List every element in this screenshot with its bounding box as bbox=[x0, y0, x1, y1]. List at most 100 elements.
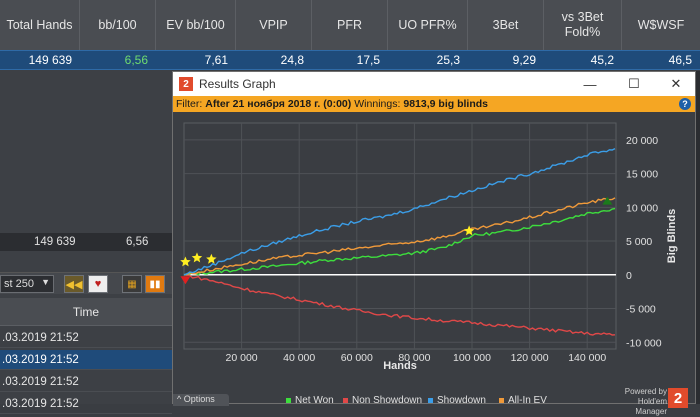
winnings-label: Winnings: bbox=[354, 98, 401, 110]
grid-view-button[interactable]: ▦ bbox=[122, 275, 142, 293]
col-bb100[interactable]: bb/100 bbox=[80, 0, 156, 50]
graph-footer: ^ Options Net Won Non Showdown Showdown … bbox=[173, 387, 695, 416]
session-row-selected[interactable]: .03.2019 21:52 bbox=[0, 350, 172, 370]
totals-hands: 149 639 bbox=[34, 236, 76, 248]
session-row[interactable]: .03.2019 21:52 bbox=[0, 328, 172, 348]
cell-bb100: 6,56 bbox=[124, 53, 148, 67]
col-ev-bb100[interactable]: EV bb/100 bbox=[156, 0, 236, 50]
maximize-icon: ☐ bbox=[628, 76, 640, 91]
chevron-down-icon: ▼ bbox=[41, 277, 50, 287]
maximize-button[interactable]: ☐ bbox=[619, 74, 649, 94]
close-button[interactable]: ✕ bbox=[661, 74, 691, 94]
cell-vs-3bet-fold: 45,2 bbox=[590, 53, 614, 67]
brand-name: Hold'em Manager bbox=[635, 397, 667, 416]
star-marker bbox=[463, 225, 475, 236]
y-axis-label: Big Blinds bbox=[666, 209, 678, 263]
x-axis-label: Hands bbox=[383, 360, 417, 372]
results-graph-window: 2 Results Graph — ☐ ✕ Filter: After 21 н… bbox=[172, 71, 696, 416]
col-wswsf[interactable]: W$WSF bbox=[637, 17, 685, 32]
filter-label: Filter: bbox=[176, 98, 203, 110]
series-line-showdown bbox=[183, 147, 616, 276]
results-chart: 20 000 40 000 60 000 80 000 100 000 120 000 14… bbox=[180, 122, 678, 372]
y-tick-label: 10 000 bbox=[626, 202, 658, 214]
legend-showdown[interactable]: Showdown bbox=[428, 395, 486, 406]
session-row[interactable]: .03.2019 21:52 bbox=[0, 394, 172, 414]
rewind-icon: ◀◀ bbox=[65, 278, 83, 291]
y-tick-label: 15 000 bbox=[626, 169, 658, 181]
session-count-select[interactable]: st 250 ▼ bbox=[0, 275, 54, 293]
x-tick-label: 20 000 bbox=[226, 352, 258, 364]
series-lines bbox=[183, 147, 616, 336]
cards-button[interactable]: ♥ bbox=[88, 275, 108, 293]
hem-logo-icon: 2 bbox=[668, 388, 688, 408]
cards-icon: ♥ bbox=[94, 278, 102, 290]
rewind-button[interactable]: ◀◀ bbox=[64, 275, 84, 293]
legend-label: Non Showdown bbox=[352, 395, 423, 406]
x-tick-label: 80 000 bbox=[398, 352, 430, 364]
x-tick-label: 140 000 bbox=[568, 352, 606, 364]
col-uo-pfr[interactable]: UO PFR% bbox=[388, 0, 468, 50]
legend-swatch bbox=[428, 398, 433, 403]
col-total-hands[interactable]: Total Hands bbox=[0, 0, 80, 50]
sessions-toolbar: st 250 ▼ ◀◀ ♥ ▦ ▮▮ bbox=[0, 272, 172, 294]
cell-ev-bb100: 7,61 bbox=[204, 53, 228, 67]
col-vpip[interactable]: VPIP bbox=[236, 0, 312, 50]
options-icon: ^ bbox=[177, 394, 184, 404]
totals-bb100: 6,56 bbox=[126, 236, 149, 248]
legend-all-in-ev[interactable]: All-In EV bbox=[499, 395, 547, 406]
app-logo-icon: 2 bbox=[179, 77, 193, 91]
powered-by: Powered by Hold'em Manager bbox=[617, 387, 667, 417]
legend-swatch bbox=[343, 398, 348, 403]
legend-net-won[interactable]: Net Won bbox=[286, 395, 334, 406]
end-marker bbox=[602, 196, 613, 205]
winnings-value: 9813,9 big blinds bbox=[403, 98, 488, 110]
bar-chart-icon: ▮▮ bbox=[149, 278, 161, 290]
legend-swatch bbox=[286, 398, 291, 403]
y-tick-label: -5 000 bbox=[626, 304, 656, 316]
powered-by-label: Powered by bbox=[624, 387, 667, 396]
window-titlebar[interactable]: 2 Results Graph — ☐ ✕ bbox=[173, 72, 695, 96]
help-icon[interactable]: ? bbox=[679, 98, 691, 110]
star-marker bbox=[191, 252, 203, 263]
legend-non-showdown[interactable]: Non Showdown bbox=[343, 395, 422, 406]
minimize-icon: — bbox=[583, 76, 597, 92]
series-line-non-showdown bbox=[183, 274, 616, 336]
y-tick-label: 0 bbox=[626, 270, 632, 282]
series-line-net-won bbox=[183, 207, 616, 276]
minimize-button[interactable]: — bbox=[575, 74, 605, 94]
grid-icon: ▦ bbox=[127, 278, 137, 290]
cell-vpip: 24,8 bbox=[280, 53, 304, 67]
start-marker bbox=[180, 276, 191, 285]
y-tick-label: 20 000 bbox=[626, 135, 658, 147]
x-tick-label: 40 000 bbox=[283, 352, 315, 364]
y-tick-label: -10 000 bbox=[626, 337, 662, 349]
tick-labels: 20 000 40 000 60 000 80 000 100 000 120 000 14… bbox=[226, 135, 662, 364]
legend-label: Net Won bbox=[295, 395, 334, 406]
cell-pfr: 17,5 bbox=[356, 53, 380, 67]
star-marker bbox=[180, 256, 191, 267]
window-title: Results Graph bbox=[199, 77, 276, 91]
legend-label: All-In EV bbox=[508, 395, 547, 406]
options-button[interactable]: ^ Options bbox=[173, 394, 229, 406]
right-panel-edge bbox=[696, 71, 700, 404]
x-tick-label: 120 000 bbox=[511, 352, 549, 364]
totals-row: 149 639 6,56 bbox=[0, 233, 172, 251]
stats-summary-row[interactable]: 149 639 6,56 7,61 24,8 17,5 25,3 9,29 45… bbox=[0, 50, 700, 70]
cell-uo-pfr: 25,3 bbox=[436, 53, 460, 67]
session-row[interactable]: .03.2019 21:52 bbox=[0, 372, 172, 392]
chart-markers bbox=[180, 196, 613, 285]
time-column-header[interactable]: Time bbox=[0, 298, 172, 326]
series-line-all-in-ev bbox=[184, 197, 616, 276]
col-vs-3bet-fold[interactable]: vs 3Bet Fold% bbox=[544, 0, 622, 50]
col-pfr[interactable]: PFR bbox=[312, 0, 388, 50]
plot-area bbox=[183, 122, 617, 350]
close-icon: ✕ bbox=[670, 76, 682, 91]
filter-value: After 21 ноября 2018 г. (0:00) bbox=[205, 98, 352, 110]
cell-wswsf: 46,5 bbox=[668, 53, 692, 67]
legend-label: Showdown bbox=[437, 395, 486, 406]
session-count-value: st 250 bbox=[4, 278, 34, 290]
chart-view-button[interactable]: ▮▮ bbox=[145, 275, 165, 293]
col-3bet[interactable]: 3Bet bbox=[468, 0, 544, 50]
options-label: Options bbox=[183, 394, 215, 404]
y-tick-label: 5 000 bbox=[626, 236, 652, 248]
